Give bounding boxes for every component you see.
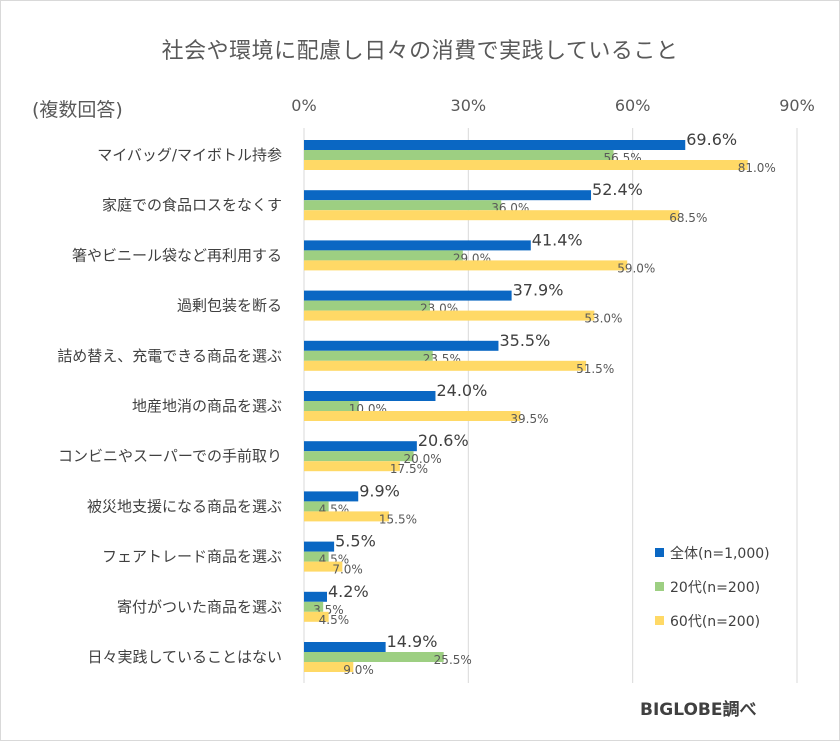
category-label: 箸やビニール袋など再利用する: [72, 246, 282, 264]
data-label: 37.9%: [513, 281, 564, 300]
bar: [304, 260, 628, 271]
bar: [304, 461, 400, 472]
legend-label: 20代(n=200): [670, 580, 760, 596]
category-label: 家庭での食品ロスをなくす: [102, 196, 282, 214]
data-label: 7.0%: [332, 563, 363, 577]
bar: [304, 491, 359, 502]
legend-marker: [655, 616, 664, 625]
legend-marker: [655, 582, 664, 591]
category-label: マイバッグ/マイボトル持参: [97, 146, 282, 164]
bar: [304, 662, 354, 672]
bar: [304, 160, 748, 170]
data-label: 59.0%: [617, 261, 655, 275]
bar: [304, 441, 417, 452]
data-label: 20.0%: [404, 452, 442, 466]
x-tick-label: 30%: [451, 96, 487, 115]
category-label: 地産地消の商品を選ぶ: [132, 397, 282, 415]
data-label: 69.6%: [686, 130, 737, 149]
bar: [304, 140, 686, 150]
data-label: 14.9%: [387, 632, 438, 651]
category-label: 詰め替え、充電できる商品を選ぶ: [57, 347, 282, 365]
chart-title: 社会や環境に配慮し日々の消費で実践していること: [161, 39, 679, 64]
data-label: 15.5%: [379, 512, 417, 526]
bar: [304, 652, 444, 662]
bar: [304, 501, 329, 512]
bar: [304, 210, 680, 221]
category-label: コンビニやスーパーでの手前取り: [58, 447, 282, 465]
data-label: 53.0%: [584, 312, 622, 326]
x-tick-label: 0%: [291, 96, 316, 115]
x-tick-label: 60%: [615, 96, 651, 115]
data-label: 35.5%: [499, 331, 550, 350]
bar: [304, 300, 430, 311]
bar: [304, 310, 595, 321]
data-label: 51.5%: [576, 362, 614, 376]
bar: [304, 591, 328, 602]
bar: [304, 150, 614, 160]
data-label: 17.5%: [390, 462, 428, 476]
bar: [304, 561, 343, 572]
bar: [304, 391, 436, 401]
category-label: 日々実践していることはない: [87, 648, 282, 666]
data-label: 9.9%: [359, 481, 400, 500]
data-label: 4.2%: [328, 582, 369, 601]
bar: [304, 411, 521, 421]
data-label: 5.5%: [335, 532, 376, 551]
x-tick-label: 90%: [779, 96, 815, 115]
bar: [304, 240, 531, 251]
bar: [304, 190, 592, 201]
bar: [304, 401, 359, 411]
category-label: フェアトレード商品を選ぶ: [102, 548, 282, 566]
source-label: BIGLOBE調べ: [640, 700, 757, 720]
category-label: 過剰包装を断る: [177, 297, 282, 315]
data-label: 4.5%: [319, 613, 350, 627]
legend-label: 全体(n=1,000): [670, 545, 770, 562]
data-label: 68.5%: [669, 211, 707, 225]
bar: [304, 551, 329, 562]
bar: [304, 451, 414, 462]
bar: [304, 541, 335, 552]
data-label: 81.0%: [738, 161, 776, 175]
data-label: 20.6%: [418, 431, 469, 450]
data-label: 39.5%: [510, 412, 548, 426]
bar: [304, 601, 324, 612]
data-label: 25.5%: [434, 653, 472, 667]
category-label: 被災地支援になる商品を選ぶ: [87, 497, 282, 515]
bar: [304, 350, 433, 361]
legend-label: 60代(n=200): [670, 614, 760, 630]
legend-marker: [655, 548, 664, 557]
bar: [304, 250, 463, 261]
bar: [304, 642, 386, 652]
chart-subtitle: (複数回答): [32, 99, 123, 121]
data-label: 52.4%: [592, 180, 643, 199]
bar: [304, 511, 389, 522]
bar: [304, 200, 502, 211]
bar: [304, 360, 587, 371]
data-label: 41.4%: [532, 230, 583, 249]
category-label: 寄付がついた商品を選ぶ: [117, 598, 282, 616]
data-label: 9.0%: [343, 663, 374, 677]
bar: [304, 611, 329, 622]
bar: [304, 290, 512, 301]
data-label: 24.0%: [436, 381, 487, 400]
bar: [304, 340, 499, 351]
